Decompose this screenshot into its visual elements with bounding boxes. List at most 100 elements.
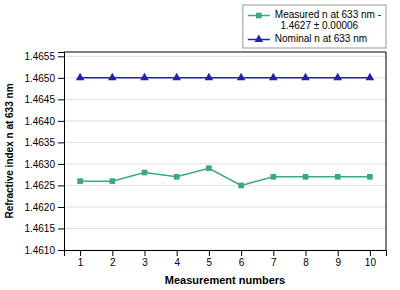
legend-label: Nominal n at 633 nm <box>275 33 367 44</box>
grid-line <box>64 163 386 164</box>
grid-line <box>64 120 386 121</box>
legend-item: Nominal n at 633 nm <box>248 33 367 44</box>
series-marker <box>76 73 85 80</box>
tick: 3 <box>142 250 148 268</box>
tick-mark <box>58 250 64 251</box>
tick-label: 9 <box>335 257 341 268</box>
legend-label: Measured n at 633 nm - 1.4627 ± 0.00006 <box>275 9 381 31</box>
legend-box <box>243 5 386 48</box>
grid-line <box>64 228 386 229</box>
axis-line <box>65 251 387 257</box>
series-marker <box>108 73 117 80</box>
tick-mark <box>80 250 81 256</box>
tick-mark <box>370 250 371 256</box>
tick-label: 1.4625 <box>24 180 55 191</box>
tick-mark <box>58 121 64 122</box>
series-marker <box>237 73 246 80</box>
tick-mark <box>306 250 307 256</box>
tick: 5 <box>207 250 213 268</box>
tick-mark <box>241 250 242 256</box>
tick-label: 8 <box>303 257 309 268</box>
series-marker <box>109 178 115 184</box>
series-marker <box>270 174 276 180</box>
tick-label: 3 <box>142 257 148 268</box>
tick-mark <box>58 78 64 79</box>
tick-label: 7 <box>271 257 277 268</box>
series-marker <box>366 73 375 80</box>
tick-mark <box>177 250 178 256</box>
series-marker <box>333 73 342 80</box>
tick-label: 1.4640 <box>24 116 55 127</box>
tick-mark <box>58 164 64 165</box>
series-marker <box>238 183 244 189</box>
tick-label: 1.4620 <box>24 202 55 213</box>
tick: 8 <box>303 250 309 268</box>
tick: 1.4650 <box>24 73 64 84</box>
y-axis: 1.4610 1.4615 1.4620 1.4625 1.4630 1.4635 1.46… <box>24 51 64 256</box>
tick-label: 1.4610 <box>24 245 55 256</box>
series-marker <box>205 73 214 80</box>
tick-label: 1.4635 <box>24 137 55 148</box>
tick-mark <box>273 250 274 256</box>
series-marker <box>269 73 278 80</box>
y-axis-title: Refractive index n at 633 nm <box>4 83 15 218</box>
series-marker <box>301 73 310 80</box>
tick: 1.4645 <box>24 94 64 105</box>
tick-mark <box>58 142 64 143</box>
tick: 6 <box>239 250 245 268</box>
tick-label: 1.4655 <box>24 51 55 62</box>
series-marker <box>142 170 148 176</box>
tick-label: 6 <box>239 257 245 268</box>
tick: 1.4635 <box>24 137 64 148</box>
tick-mark <box>209 250 210 256</box>
tick-label: 1 <box>78 257 84 268</box>
legend-marker <box>255 35 264 42</box>
series-marker <box>172 73 181 80</box>
series-line <box>80 168 370 185</box>
series-marker <box>335 174 341 180</box>
tick: 1.4655 <box>24 51 64 62</box>
tick: 9 <box>335 250 341 268</box>
legend-marker <box>256 13 262 19</box>
grid-line <box>64 56 386 57</box>
series-marker <box>140 73 149 80</box>
legend-item: Measured n at 633 nm - 1.4627 ± 0.00006 <box>248 9 381 31</box>
series-marker <box>206 165 212 171</box>
tick-label: 1.4630 <box>24 159 55 170</box>
series-line <box>80 77 370 79</box>
tick-mark <box>58 99 64 100</box>
legend: Measured n at 633 nm - 1.4627 ± 0.00006 N… <box>243 5 386 48</box>
tick: 1.4620 <box>24 202 64 213</box>
tick-label: 2 <box>110 257 116 268</box>
series-marker <box>367 174 373 180</box>
tick-mark <box>58 207 64 208</box>
tick-label: 10 <box>365 257 377 268</box>
series-marker <box>77 178 83 184</box>
tick: 2 <box>110 250 116 268</box>
tick: 1 <box>78 250 84 268</box>
tick-label: 1.4615 <box>24 223 55 234</box>
frame-right <box>386 52 387 250</box>
tick-mark <box>338 250 339 256</box>
tick: 10 <box>365 250 377 268</box>
axis-line <box>58 53 65 251</box>
tick-label: 5 <box>207 257 213 268</box>
tick: 1.4630 <box>24 159 64 170</box>
tick: 1.4640 <box>24 116 64 127</box>
tick-mark <box>58 228 64 229</box>
tick: 1.4610 <box>24 245 64 256</box>
tick-label: 4 <box>174 257 180 268</box>
tick-mark <box>112 250 113 256</box>
grid-line <box>64 142 386 143</box>
tick-label: 1.4650 <box>24 73 55 84</box>
grid-line <box>64 206 386 207</box>
series-marker <box>174 174 180 180</box>
plot-area <box>76 73 374 188</box>
tick: 1.4615 <box>24 223 64 234</box>
tick-mark <box>58 56 64 57</box>
x-axis: 1 2 3 4 5 6 7 8 9 10 <box>65 250 387 268</box>
grid <box>64 56 386 250</box>
series-marker <box>303 174 309 180</box>
x-axis-title: Measurement numbers <box>165 274 285 286</box>
frame-top <box>64 52 386 53</box>
